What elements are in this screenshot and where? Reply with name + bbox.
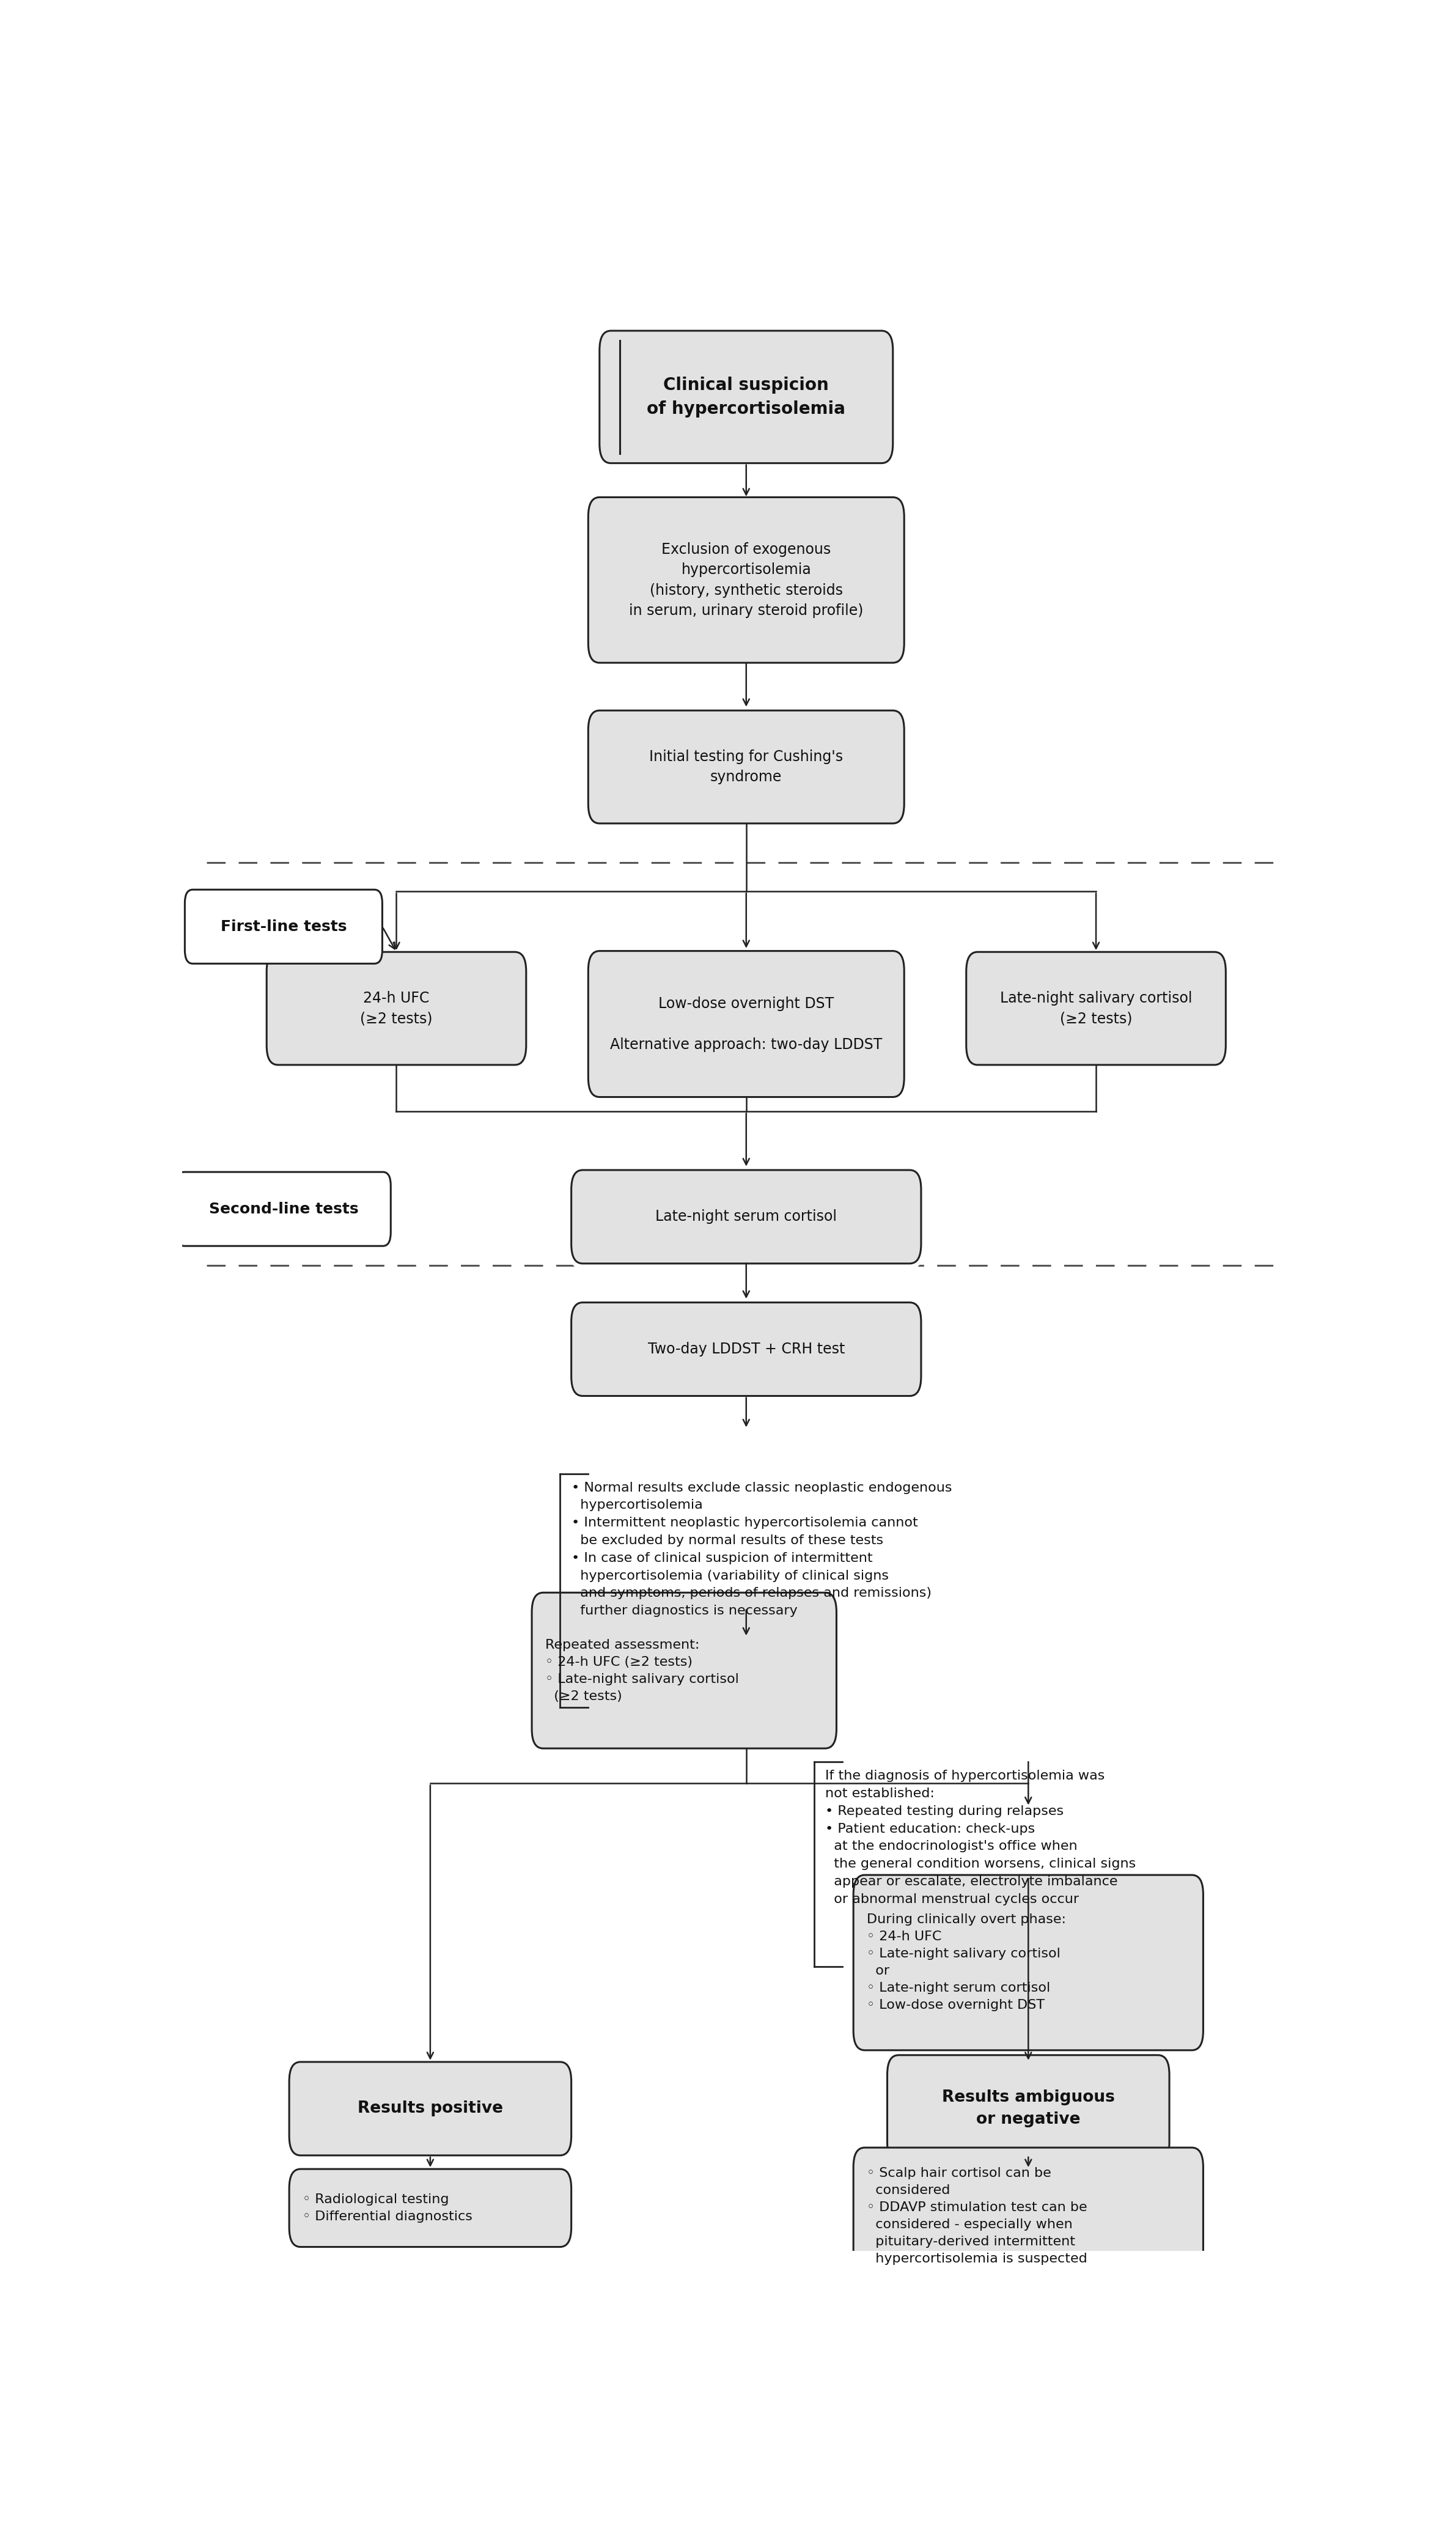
Text: Results ambiguous
or negative: Results ambiguous or negative xyxy=(942,2089,1115,2127)
FancyBboxPatch shape xyxy=(596,324,897,468)
Text: Clinical suspicion
of hypercortisolemia: Clinical suspicion of hypercortisolemia xyxy=(646,377,846,417)
Text: • Normal results exclude classic neoplastic endogenous
  hypercortisolemia
• Int: • Normal results exclude classic neoplas… xyxy=(571,1482,952,1616)
FancyBboxPatch shape xyxy=(585,946,907,1103)
Text: Results positive: Results positive xyxy=(358,2102,502,2117)
FancyBboxPatch shape xyxy=(887,2056,1169,2162)
FancyBboxPatch shape xyxy=(588,498,904,663)
Text: ◦ Scalp hair cortisol can be
  considered
◦ DDAVP stimulation test can be
  cons: ◦ Scalp hair cortisol can be considered … xyxy=(866,2167,1088,2263)
Text: Repeated assessment:
◦ 24-h UFC (≥2 tests)
◦ Late-night salivary cortisol
  (≥2 : Repeated assessment: ◦ 24-h UFC (≥2 test… xyxy=(546,1639,740,1702)
Text: First-line tests: First-line tests xyxy=(220,918,347,933)
FancyBboxPatch shape xyxy=(176,1171,390,1247)
FancyBboxPatch shape xyxy=(962,946,1229,1070)
FancyBboxPatch shape xyxy=(600,331,893,463)
FancyBboxPatch shape xyxy=(571,1302,922,1396)
FancyBboxPatch shape xyxy=(588,951,904,1098)
FancyBboxPatch shape xyxy=(568,1297,925,1401)
FancyBboxPatch shape xyxy=(529,1586,840,1755)
FancyBboxPatch shape xyxy=(285,2056,575,2162)
Text: Initial testing for Cushing's
syndrome: Initial testing for Cushing's syndrome xyxy=(649,749,843,784)
Text: If the diagnosis of hypercortisolemia was
not established:
• Repeated testing du: If the diagnosis of hypercortisolemia wa… xyxy=(826,1770,1136,1904)
Text: Late-night serum cortisol: Late-night serum cortisol xyxy=(655,1209,837,1224)
Text: During clinically overt phase:
◦ 24-h UFC
◦ Late-night salivary cortisol
  or
◦ : During clinically overt phase: ◦ 24-h UF… xyxy=(866,1914,1066,2011)
FancyBboxPatch shape xyxy=(290,2170,571,2246)
Text: Second-line tests: Second-line tests xyxy=(208,1201,358,1216)
FancyBboxPatch shape xyxy=(853,1874,1203,2051)
Text: Two-day LDDST + CRH test: Two-day LDDST + CRH test xyxy=(648,1343,844,1356)
Text: Exclusion of exogenous
hypercortisolemia
(history, synthetic steroids
in serum, : Exclusion of exogenous hypercortisolemia… xyxy=(629,541,863,617)
Text: 24-h UFC
(≥2 tests): 24-h UFC (≥2 tests) xyxy=(360,991,432,1027)
Text: Late-night salivary cortisol
(≥2 tests): Late-night salivary cortisol (≥2 tests) xyxy=(1000,991,1192,1027)
FancyBboxPatch shape xyxy=(853,2147,1203,2284)
FancyBboxPatch shape xyxy=(850,1869,1207,2056)
Text: ◦ Radiological testing
◦ Differential diagnostics: ◦ Radiological testing ◦ Differential di… xyxy=(303,2193,473,2223)
FancyBboxPatch shape xyxy=(531,1593,837,1748)
FancyBboxPatch shape xyxy=(571,1171,922,1264)
FancyBboxPatch shape xyxy=(967,951,1226,1065)
FancyBboxPatch shape xyxy=(266,951,526,1065)
FancyBboxPatch shape xyxy=(285,2162,575,2253)
FancyBboxPatch shape xyxy=(585,491,907,668)
FancyBboxPatch shape xyxy=(568,1163,925,1270)
FancyBboxPatch shape xyxy=(264,946,530,1070)
FancyBboxPatch shape xyxy=(850,2142,1207,2289)
FancyBboxPatch shape xyxy=(884,2048,1172,2167)
FancyBboxPatch shape xyxy=(185,890,383,964)
FancyBboxPatch shape xyxy=(290,2061,571,2155)
FancyBboxPatch shape xyxy=(588,711,904,824)
Text: Low-dose overnight DST

Alternative approach: two-day LDDST: Low-dose overnight DST Alternative appro… xyxy=(610,996,882,1052)
FancyBboxPatch shape xyxy=(585,706,907,830)
